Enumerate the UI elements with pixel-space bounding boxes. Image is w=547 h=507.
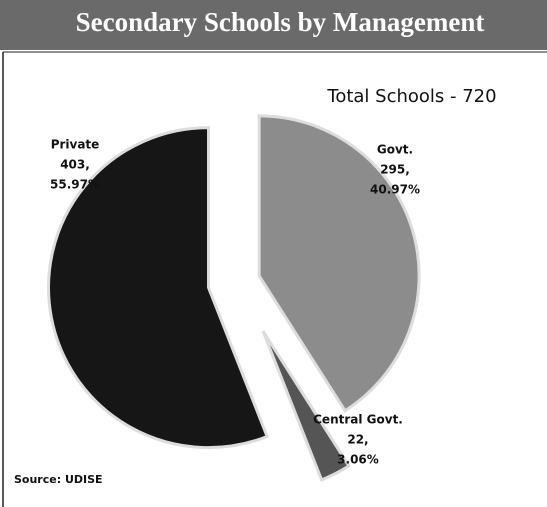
slice-value: 295, — [380, 163, 410, 177]
slice-category: Central Govt. — [313, 413, 403, 427]
title-band — [0, 0, 547, 50]
pie-slice — [47, 126, 270, 450]
slice-percent: 3.06% — [337, 453, 379, 467]
slice-percent: 55.97% — [50, 178, 100, 192]
subtitle: Total Schools - 720 — [326, 86, 496, 107]
slice-percent: 40.97% — [370, 183, 420, 197]
slice-category: Govt. — [377, 143, 413, 157]
pie-slice — [261, 330, 352, 482]
chart-title: Secondary Schools by Management — [76, 7, 485, 37]
slice-value: 403, — [60, 158, 90, 172]
pie-slice — [257, 114, 421, 413]
slice-category: Private — [51, 138, 100, 152]
source: Source: UDISE — [14, 473, 103, 486]
slice-value: 22, — [347, 433, 368, 447]
